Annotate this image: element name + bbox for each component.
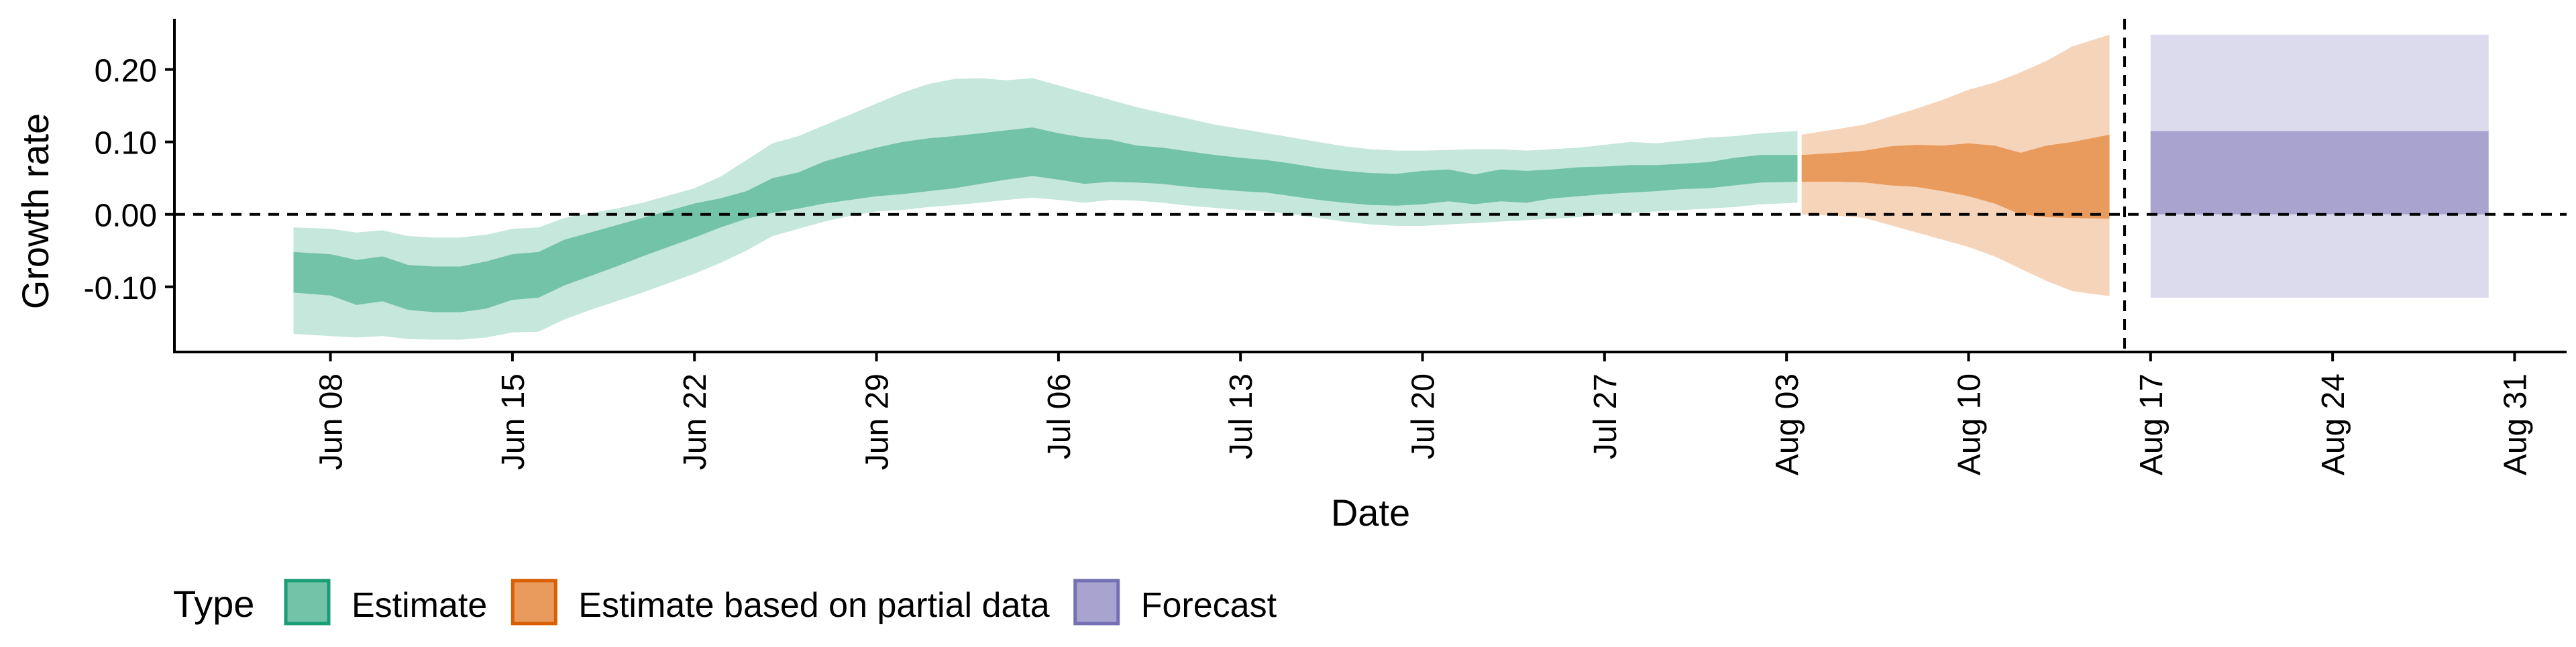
x-tick-label: Aug 24 [2316,373,2351,475]
legend-label-estimate: Estimate [352,586,487,625]
legend-key-estimate [284,579,331,626]
x-tick-label: Aug 17 [2134,373,2169,475]
x-tick-label: Aug 10 [1952,373,1988,475]
legend-key-estimate-based-on-partial-data [511,579,557,626]
y-tick-label: 0.10 [95,126,157,162]
x-tick-label: Jul 27 [1588,373,1623,459]
y-axis-title: Growth rate [14,113,56,310]
estimate-outer-band [293,78,1798,340]
y-tick-label: -0.10 [84,271,157,306]
x-tick-label: Jun 15 [496,373,531,470]
x-tick-label: Jun 29 [860,373,896,470]
legend-title: Type [173,583,254,625]
forecast-inner-band [2150,131,2489,215]
legend-label-estimate-based-on-partial-data: Estimate based on partial data [578,586,1050,625]
legend-label-forecast: Forecast [1141,586,1277,625]
tick-labels: -0.10 0.00 0.10 0.20 Jun 08 Jun 15 Jun 22 Jun 2… [84,54,2534,476]
reference-lines [174,19,2567,352]
estimate-inner-band [293,127,1798,312]
x-tick-label: Jul 20 [1406,373,1442,459]
y-tick-label: 0.00 [95,198,157,234]
axes [165,19,2567,361]
legend-key-forecast [1073,579,1120,626]
legend: Type Estimate Estimate based on partial d… [173,579,1277,626]
x-tick-label: Jul 13 [1224,373,1259,459]
x-tick-label: Aug 03 [1770,373,1805,475]
x-tick-label: Jun 22 [678,373,713,470]
x-tick-label: Jun 08 [314,373,350,470]
y-tick-label: 0.20 [95,54,157,89]
x-axis-title: Date [1331,491,1410,534]
x-tick-label: Aug 31 [2498,373,2533,475]
x-tick-label: Jul 06 [1042,373,1077,459]
estimate-based-on-partial-data-inner-band [1801,134,2110,219]
bands-layer [293,34,2489,340]
